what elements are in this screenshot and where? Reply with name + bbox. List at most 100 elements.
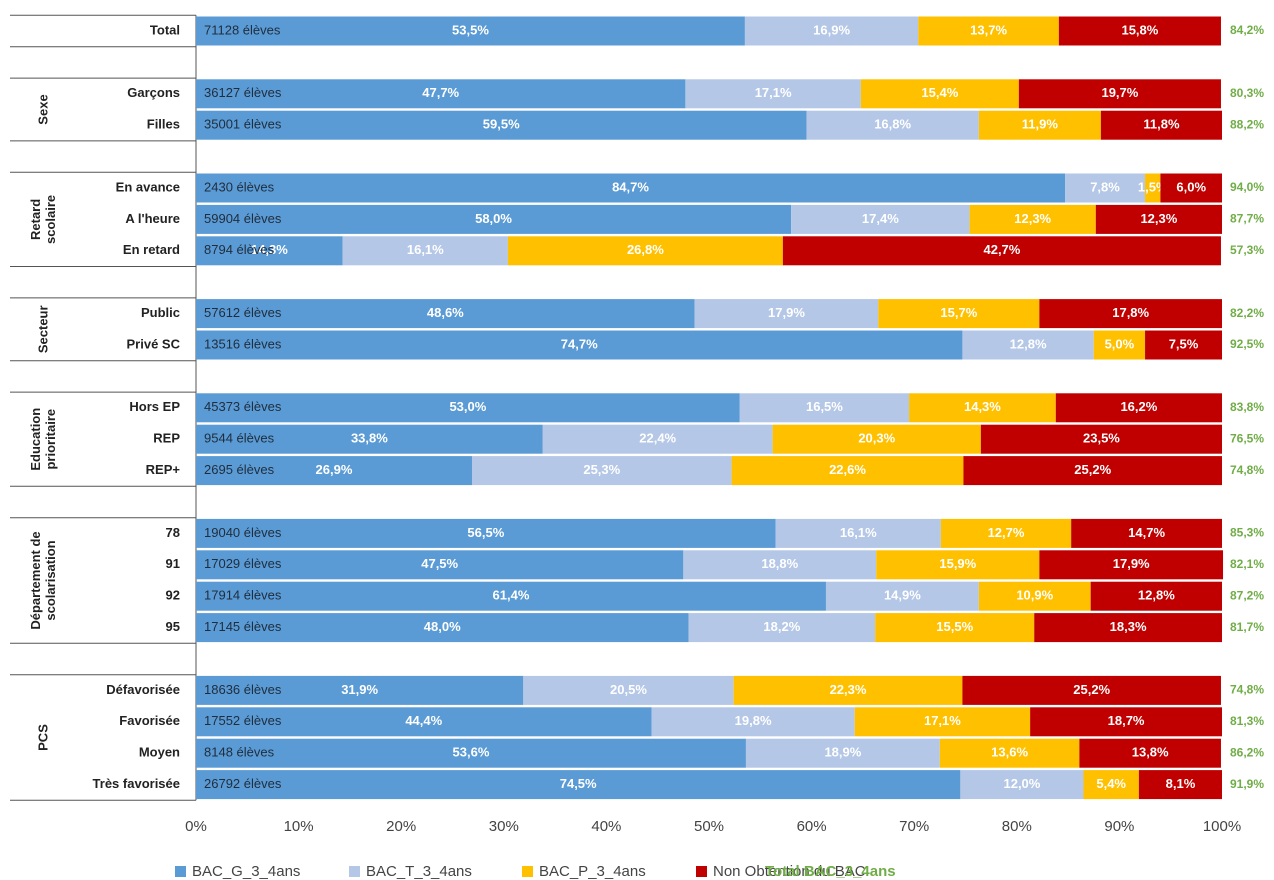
bar-segment	[825, 581, 979, 611]
legend-label: BAC_G_3_4ans	[192, 863, 300, 880]
bar-segment	[969, 204, 1096, 234]
count-label: 35001 élèves	[204, 117, 282, 132]
value-label: 20,3%	[858, 431, 895, 446]
value-label: 12,8%	[1138, 588, 1175, 603]
value-label: 25,3%	[583, 462, 620, 477]
value-label: 16,1%	[840, 525, 877, 540]
value-label: 22,3%	[830, 682, 867, 697]
bar-segment	[1145, 173, 1161, 203]
bar-segment	[507, 236, 783, 266]
value-label: 10,9%	[1016, 588, 1053, 603]
value-label: 18,3%	[1110, 619, 1147, 634]
group-label: Département de	[28, 531, 43, 629]
total-label: 57,3%	[1230, 243, 1264, 257]
legend-label: BAC_P_3_4ans	[539, 863, 646, 880]
bar-segment	[1018, 79, 1221, 109]
bar-segment	[342, 236, 508, 266]
category-label: Moyen	[139, 745, 180, 760]
count-label: 45373 élèves	[204, 399, 282, 414]
value-label: 18,9%	[824, 745, 861, 760]
value-label: 13,8%	[1132, 745, 1169, 760]
total-label: 91,9%	[1230, 777, 1264, 791]
value-label: 11,9%	[1022, 117, 1059, 132]
count-label: 17029 élèves	[204, 556, 282, 571]
value-label: 53,6%	[453, 745, 490, 760]
value-label: 12,3%	[1140, 211, 1177, 226]
bar-segment	[651, 707, 855, 737]
total-label: 76,5%	[1230, 431, 1264, 445]
bar-segment	[775, 518, 941, 548]
bar-segment	[196, 456, 472, 486]
value-label: 17,4%	[862, 211, 899, 226]
bar-segment	[196, 204, 792, 234]
bar-segment	[1039, 299, 1222, 329]
group-label: Sexe	[35, 94, 50, 124]
value-label: 15,9%	[939, 556, 976, 571]
category-label: Favorisée	[119, 713, 180, 728]
bar-segment	[685, 79, 861, 109]
bar-segment	[731, 456, 964, 486]
bar-segment	[980, 424, 1222, 454]
value-label: 84,7%	[612, 179, 649, 194]
bar-segment	[960, 770, 1084, 800]
value-label: 16,1%	[407, 242, 444, 257]
bar-segment	[1160, 173, 1222, 203]
value-label: 5,0%	[1105, 336, 1135, 351]
value-label: 15,8%	[1121, 22, 1158, 37]
total-label: 88,2%	[1230, 117, 1264, 131]
x-tick-label: 80%	[1002, 818, 1032, 835]
group-label: scolarisation	[43, 540, 58, 620]
bar-segment	[196, 707, 652, 737]
x-tick-label: 0%	[185, 818, 207, 835]
value-label: 48,0%	[424, 619, 461, 634]
value-label: 14,3%	[251, 242, 288, 257]
value-label: 16,2%	[1120, 399, 1157, 414]
total-label: 87,7%	[1230, 212, 1264, 226]
category-label: Défavorisée	[106, 682, 180, 697]
count-label: 57612 élèves	[204, 305, 282, 320]
category-label: 92	[166, 588, 180, 603]
value-label: 47,5%	[421, 556, 458, 571]
bar-segment	[196, 550, 684, 580]
bar-segment	[1030, 707, 1222, 737]
value-label: 16,5%	[806, 399, 843, 414]
bar-segment	[1083, 770, 1139, 800]
bar-segment	[196, 518, 776, 548]
value-label: 26,8%	[627, 242, 664, 257]
bar-segment	[860, 79, 1019, 109]
value-label: 7,8%	[1090, 179, 1120, 194]
group-label: scolaire	[43, 195, 58, 244]
category-label: Filles	[147, 117, 180, 132]
x-tick-label: 70%	[899, 818, 929, 835]
category-label: Hors EP	[129, 399, 180, 414]
bar-segment	[688, 613, 876, 643]
bar-segment	[196, 330, 963, 360]
x-tick-label: 20%	[386, 818, 416, 835]
value-label: 74,5%	[560, 776, 597, 791]
x-tick-label: 90%	[1104, 818, 1134, 835]
value-label: 5,4%	[1096, 776, 1126, 791]
count-label: 13516 élèves	[204, 336, 282, 351]
bar-segment	[739, 393, 910, 423]
bar-segment	[733, 675, 963, 705]
x-tick-label: 100%	[1203, 818, 1241, 835]
count-label: 8794 élèves	[204, 242, 275, 257]
bar-segment	[782, 236, 1221, 266]
group-label: prioritaire	[43, 409, 58, 470]
value-label: 12,7%	[988, 525, 1025, 540]
value-label: 22,4%	[639, 431, 676, 446]
value-label: 25,2%	[1074, 462, 1111, 477]
bar-segment	[196, 770, 961, 800]
legend-swatch	[175, 866, 186, 877]
bar-segment	[196, 393, 740, 423]
total-label: 94,0%	[1230, 180, 1264, 194]
bar-segment	[196, 581, 826, 611]
value-label: 17,9%	[1113, 556, 1150, 571]
total-label: 80,3%	[1230, 86, 1264, 100]
count-label: 59904 élèves	[204, 211, 282, 226]
bar-segment	[962, 330, 1094, 360]
value-label: 56,5%	[467, 525, 504, 540]
bar-segment	[196, 424, 543, 454]
value-label: 14,7%	[1128, 525, 1165, 540]
